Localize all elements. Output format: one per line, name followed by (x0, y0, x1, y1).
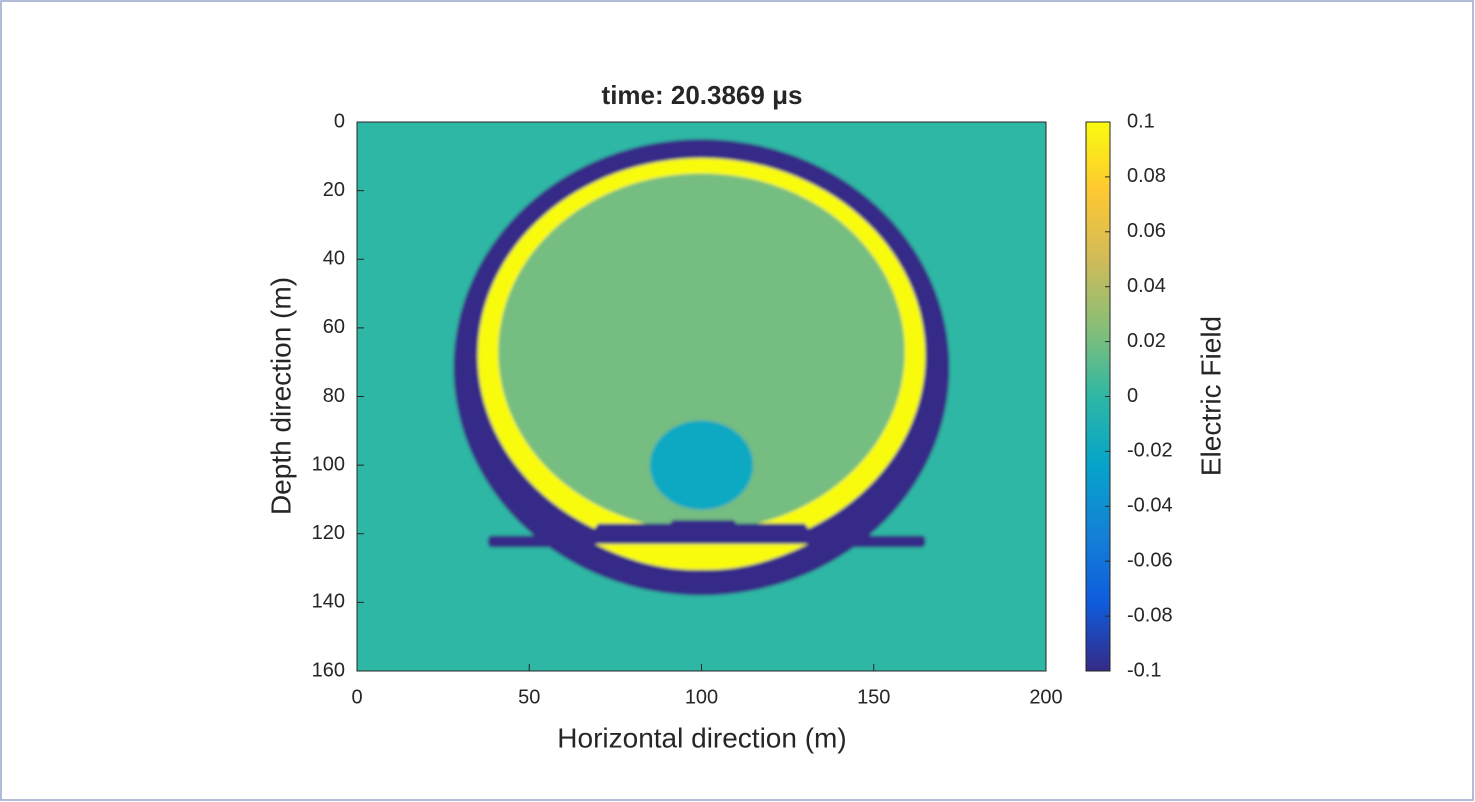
x-tick-label: 50 (518, 686, 540, 708)
colorbar-tick-label: -0.1 (1127, 659, 1161, 681)
colorbar-tick-label: 0.1 (1127, 110, 1155, 132)
y-tick-label: 0 (334, 110, 345, 132)
x-axis-label: Horizontal direction (m) (557, 722, 846, 753)
colorbar-tick-label: -0.04 (1127, 495, 1173, 517)
colorbar-tick-label: 0.04 (1127, 275, 1166, 297)
x-tick-label: 100 (685, 686, 718, 708)
center-blob (649, 420, 754, 510)
colorbar-tick-label: -0.08 (1127, 604, 1173, 626)
field-image (357, 122, 1046, 671)
y-tick-label: 100 (312, 453, 345, 475)
y-tick-label: 120 (312, 522, 345, 544)
colorbar-tick-label: -0.06 (1127, 549, 1173, 571)
interior (498, 173, 905, 531)
y-tick-label: 140 (312, 591, 345, 613)
y-tick-label: 160 (312, 659, 345, 681)
colorbar-tick-label: -0.02 (1127, 440, 1173, 462)
y-tick-label: 60 (323, 316, 345, 338)
y-axis-label: Depth direction (m) (265, 277, 296, 515)
x-tick-label: 150 (857, 686, 890, 708)
colorbar-tick-label: 0.02 (1127, 330, 1166, 352)
x-tick-label: 200 (1029, 686, 1062, 708)
y-tick-label: 80 (323, 385, 345, 407)
x-tick-label: 0 (351, 686, 362, 708)
colorbar-tick-label: 0 (1127, 385, 1138, 407)
lens (594, 544, 809, 570)
colorbar-tick-label: 0.06 (1127, 220, 1166, 242)
chart-title: time: 20.3869 μs (602, 80, 803, 110)
y-tick-label: 40 (323, 248, 345, 270)
colorbar-label: Electric Field (1195, 316, 1226, 476)
y-tick-label: 20 (323, 179, 345, 201)
colorbar-tick-label: 0.08 (1127, 165, 1166, 187)
center-block (670, 520, 736, 545)
